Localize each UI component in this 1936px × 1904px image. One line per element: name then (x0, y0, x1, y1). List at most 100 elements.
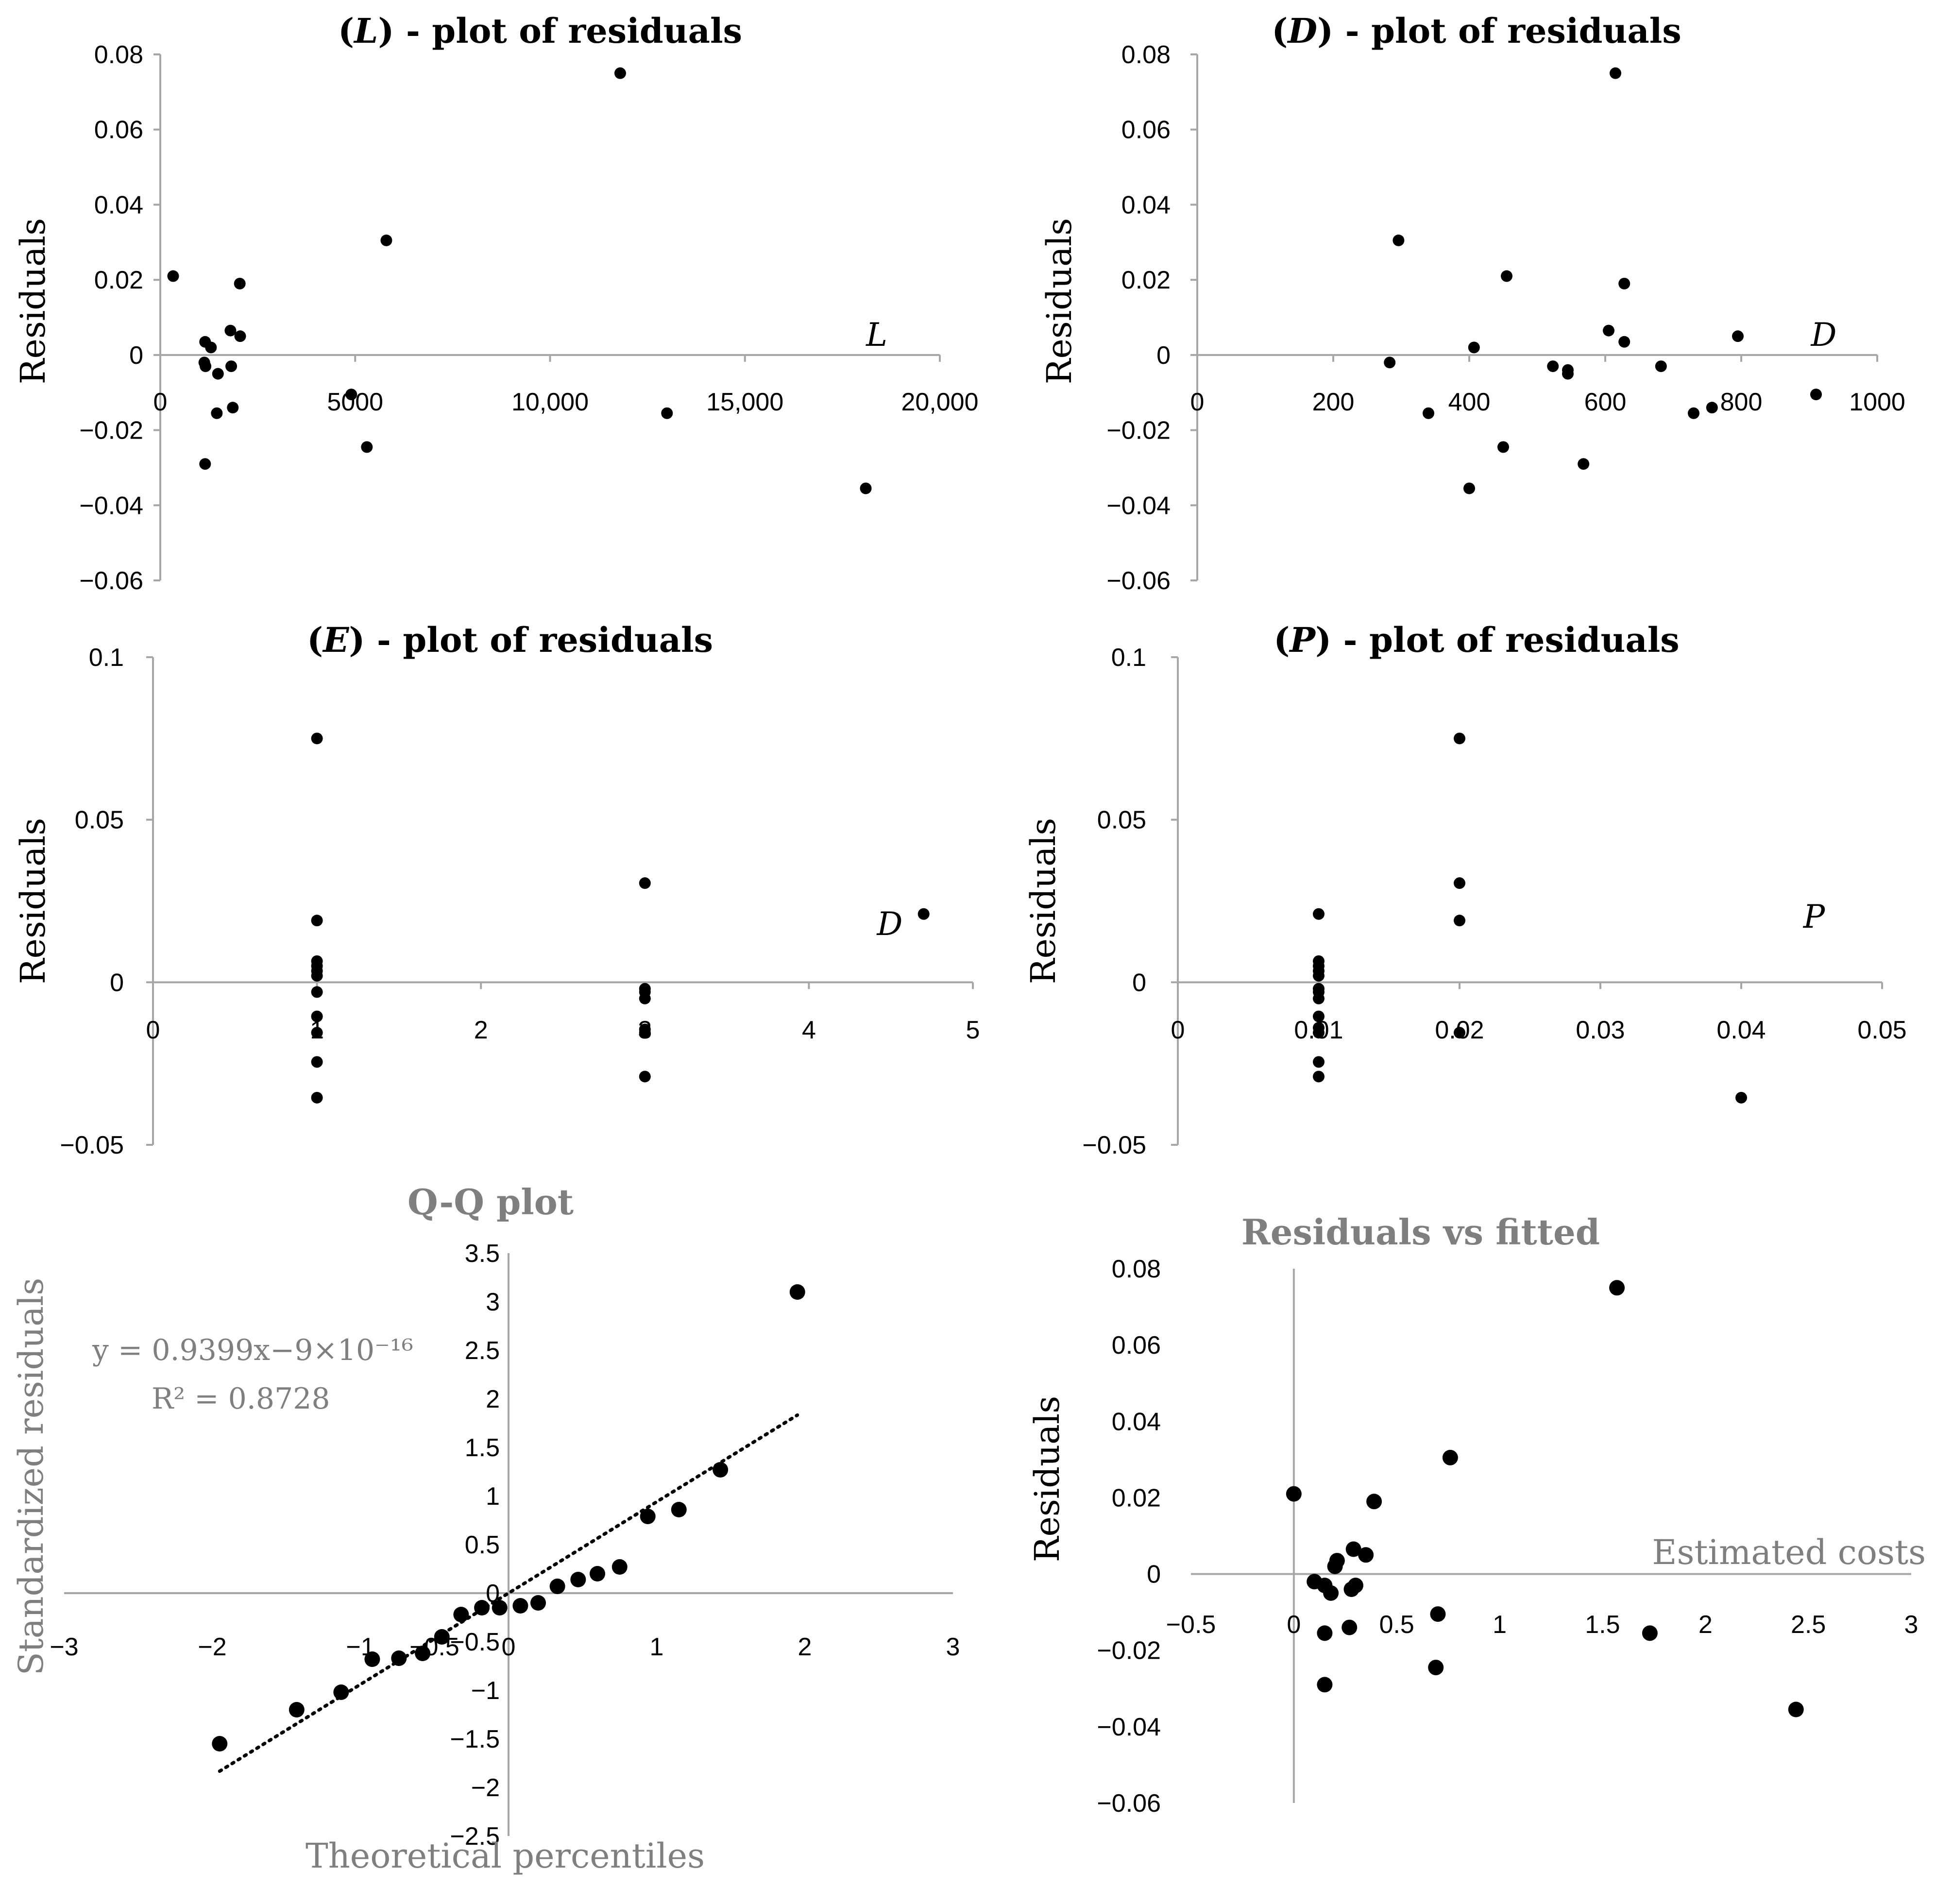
data-point (391, 1650, 407, 1666)
y-tick-label: −0.05 (1082, 1131, 1146, 1159)
y-axis-label: Residuals (1023, 818, 1063, 984)
x-tick-label: 15,000 (706, 388, 783, 416)
x-tick-label: 2 (1698, 1611, 1713, 1639)
data-point (1454, 732, 1465, 745)
data-point (1562, 368, 1574, 380)
data-point (1547, 360, 1559, 373)
y-tick-label: −2.5 (450, 1822, 500, 1851)
x-tick-label: 0 (1287, 1611, 1301, 1639)
data-point (860, 482, 872, 494)
y-tick-label: −0.04 (1097, 1713, 1161, 1741)
data-point (224, 324, 237, 337)
x-axis-label: D (1811, 316, 1837, 354)
data-point (1384, 357, 1396, 369)
data-point (1497, 441, 1509, 453)
data-point (311, 1027, 323, 1039)
y-tick-label: −0.04 (1106, 492, 1171, 520)
data-point (1609, 1280, 1625, 1296)
y-tick-label: 0.08 (94, 41, 143, 69)
data-point (1688, 407, 1699, 419)
data-point (1313, 908, 1325, 920)
y-axis-label: Residuals (13, 818, 53, 984)
y-tick-label: 1 (486, 1482, 500, 1511)
data-point (639, 992, 651, 1004)
data-point (1366, 1494, 1382, 1510)
y-tick-label: −0.02 (1097, 1637, 1161, 1665)
data-point (1442, 1449, 1458, 1465)
y-tick-label: 1.5 (465, 1434, 500, 1462)
data-point (212, 368, 224, 380)
y-tick-label: −1 (471, 1677, 500, 1705)
data-point (713, 1462, 729, 1478)
y-tick-label: 3 (486, 1288, 500, 1316)
y-tick-label: −1.5 (450, 1725, 500, 1753)
data-point (1706, 402, 1718, 414)
y-axis-label: Standardized residuals (11, 1278, 51, 1676)
data-point (1430, 1606, 1446, 1622)
x-tick-label: 0.5 (1379, 1611, 1414, 1639)
data-point (1610, 67, 1621, 79)
data-point (311, 732, 323, 745)
y-tick-label: −0.05 (60, 1131, 124, 1159)
chart-title: (L) - plot of residuals (338, 11, 742, 51)
chart-title: (D) - plot of residuals (1272, 11, 1681, 51)
chart-title: (P) - plot of residuals (1274, 620, 1679, 660)
y-tick-label: 2 (486, 1385, 500, 1413)
y-tick-label: −2 (471, 1774, 500, 1802)
x-tick-label: 600 (1584, 388, 1627, 416)
data-point (311, 1010, 323, 1022)
trendline-equation: y = 0.9399x−9×10⁻¹⁶ (92, 1333, 413, 1367)
data-point (639, 877, 651, 889)
data-point (1345, 1541, 1361, 1557)
data-point (530, 1595, 546, 1611)
y-tick-label: 0.02 (94, 266, 143, 294)
data-point (661, 407, 673, 419)
x-tick-label: 3 (946, 1633, 960, 1661)
y-axis-label: Residuals (1027, 1396, 1067, 1562)
data-point (1313, 1027, 1325, 1039)
y-tick-label: −0.06 (1106, 567, 1171, 595)
x-tick-label: 2.5 (1791, 1611, 1826, 1639)
data-point (205, 341, 217, 354)
x-axis-label: Estimated costs (1652, 1532, 1926, 1572)
data-point (639, 1027, 651, 1039)
data-point (1788, 1701, 1804, 1717)
y-tick-label: −0.02 (1106, 417, 1171, 445)
data-point (1313, 1010, 1325, 1022)
y-tick-label: 0 (1132, 969, 1146, 997)
x-tick-label: 1 (650, 1633, 664, 1661)
y-tick-label: 0.02 (1112, 1484, 1161, 1512)
data-point (1313, 992, 1325, 1004)
y-tick-label: 2.5 (465, 1337, 500, 1365)
data-point (289, 1702, 305, 1717)
y-tick-label: 0.02 (1121, 266, 1171, 294)
x-tick-label: −2 (198, 1633, 226, 1661)
x-tick-label: 0.03 (1576, 1016, 1625, 1044)
data-point (1468, 341, 1480, 354)
y-tick-label: −0.04 (79, 492, 143, 520)
y-axis-label: Residuals (1039, 218, 1079, 384)
x-tick-label: 0.04 (1716, 1016, 1766, 1044)
x-tick-label: 400 (1448, 388, 1491, 416)
y-tick-label: 0.1 (1111, 644, 1146, 672)
y-tick-label: −0.02 (79, 417, 143, 445)
y-tick-label: 0.04 (1121, 191, 1171, 219)
data-point (311, 1091, 323, 1104)
r-squared-label: R² = 0.8728 (152, 1382, 330, 1416)
data-point (167, 270, 179, 282)
data-point (492, 1600, 508, 1615)
x-tick-label: 0.05 (1857, 1016, 1906, 1044)
data-point (1393, 234, 1405, 246)
x-tick-label: 2 (474, 1016, 488, 1044)
data-point (1313, 1071, 1325, 1083)
data-point (1603, 324, 1614, 337)
data-point (333, 1684, 349, 1700)
x-axis-label: L (866, 316, 887, 354)
x-tick-label: 800 (1720, 388, 1763, 416)
x-tick-label: 4 (802, 1016, 816, 1044)
data-point (614, 67, 626, 79)
x-axis-label: P (1803, 898, 1826, 935)
data-point (1423, 407, 1434, 419)
